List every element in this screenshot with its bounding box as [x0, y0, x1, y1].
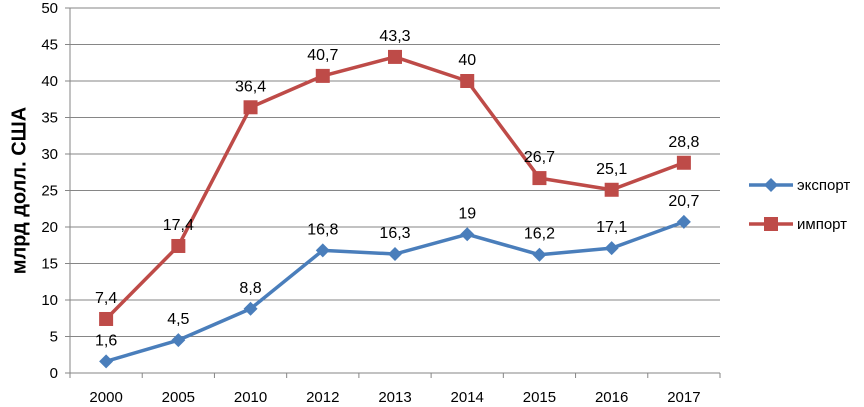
data-point-marker: [388, 49, 402, 64]
data-label: 28,8: [668, 134, 699, 151]
data-label: 8,8: [239, 280, 261, 297]
data-point-marker: [243, 301, 258, 316]
y-tick-label: 40: [41, 73, 58, 90]
y-tick-label: 20: [41, 219, 58, 236]
y-tick-label: 25: [41, 183, 58, 200]
data-label: 43,3: [379, 28, 410, 45]
y-tick-label: 30: [41, 146, 58, 163]
data-point-marker: [243, 100, 258, 115]
data-label: 16,3: [379, 225, 410, 242]
data-label: 1,6: [95, 332, 117, 349]
data-label: 7,4: [95, 290, 117, 307]
y-tick-label: 0: [50, 365, 58, 382]
data-label: 16,8: [307, 221, 338, 238]
series-export: 1,6 4,5 8,8 16,8 16,3 19 16,2 17,1 20,7: [95, 193, 700, 369]
data-point-marker: [388, 247, 402, 262]
y-axis-label: млрд долл. США: [8, 107, 30, 274]
legend-label: экспорт: [797, 177, 850, 194]
data-point-marker: [676, 214, 691, 229]
legend-item: импорт: [749, 216, 847, 233]
data-point-marker: [315, 243, 330, 258]
series-line: [104, 55, 685, 321]
data-label: 25,1: [596, 161, 627, 178]
y-tick-label: 35: [41, 110, 58, 127]
legend-marker: [764, 178, 778, 192]
series-line: [105, 220, 685, 363]
data-label: 40: [458, 52, 476, 69]
data-point-marker: [460, 74, 475, 88]
data-point-marker: [676, 155, 691, 170]
data-label: 36,4: [235, 78, 266, 95]
data-label: 26,7: [524, 149, 555, 166]
data-point-marker: [315, 68, 330, 83]
legend-label: импорт: [797, 216, 847, 233]
data-point-marker: [604, 241, 619, 256]
x-tick-label: 2017: [667, 389, 700, 406]
y-tick-label: 10: [41, 292, 58, 309]
series-group: 1,6 4,5 8,8 16,8 16,3 19 16,2 17,1 20,7 7,4 17,4 36…: [95, 28, 700, 369]
x-tick-labels: 2000 2005 2010 2012 2013 2014 2015 2016 2017: [69, 373, 721, 406]
x-tick-label: 2016: [595, 389, 628, 406]
x-tick-label: 2005: [162, 389, 195, 406]
data-label: 19: [458, 205, 476, 222]
data-point-marker: [171, 333, 186, 348]
x-tick-label: 2015: [523, 389, 556, 406]
x-tick-label: 2013: [378, 389, 411, 406]
legend: экспорт импорт: [749, 177, 850, 233]
data-point-marker: [532, 247, 547, 262]
data-label: 17,4: [163, 217, 194, 234]
x-tick-label: 2010: [234, 389, 267, 406]
y-tick-label: 45: [41, 37, 58, 54]
data-point-marker: [604, 182, 619, 197]
y-tick-label: 50: [41, 0, 58, 17]
y-tick-label: 5: [50, 329, 58, 346]
data-label: 17,1: [596, 219, 627, 236]
x-tick-label: 2012: [306, 389, 339, 406]
y-tick-labels: 0 5 10 15 20 25 30 35 40 45 50: [41, 0, 70, 382]
data-label: 16,2: [524, 226, 555, 243]
series-import: 7,4 17,4 36,4 40,7 43,3 40 26,7 25,1 28,8: [95, 28, 700, 326]
data-point-marker: [99, 354, 114, 369]
legend-marker: [764, 217, 778, 231]
legend-item: экспорт: [749, 177, 850, 194]
grid-lines: [70, 7, 720, 337]
data-label: 20,7: [668, 193, 699, 210]
data-point-marker: [99, 311, 114, 326]
data-point-marker: [171, 238, 186, 253]
data-point-marker: [460, 227, 475, 242]
y-tick-label: 15: [41, 256, 58, 273]
data-point-marker: [532, 171, 547, 186]
data-label: 4,5: [167, 311, 189, 328]
data-label: 40,7: [307, 47, 338, 64]
x-tick-label: 2000: [89, 389, 122, 406]
x-tick-label: 2014: [451, 389, 484, 406]
